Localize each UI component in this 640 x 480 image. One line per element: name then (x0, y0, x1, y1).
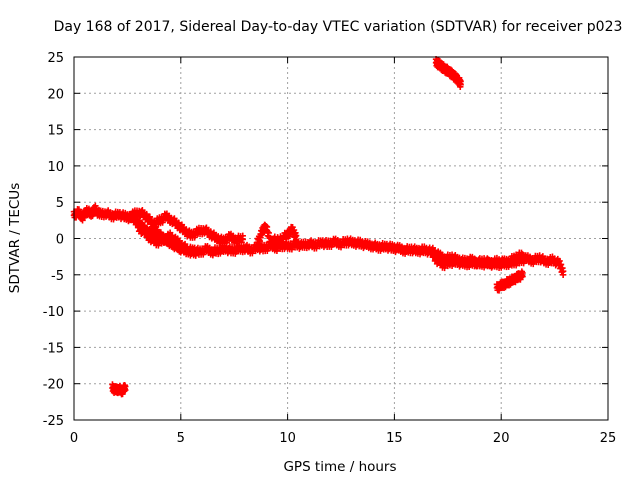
data-point (239, 236, 246, 243)
data-point (292, 235, 300, 243)
data-point (519, 254, 526, 262)
y-tick-label: -10 (43, 305, 64, 320)
series-upper-branch (124, 207, 246, 247)
series-low-segment-20h (493, 268, 526, 294)
y-axis-label: SDTVAR / TECUs (7, 183, 23, 293)
y-tick-label: -20 (43, 378, 64, 393)
y-tick-label: 0 (56, 233, 64, 248)
y-tick-label: 5 (56, 196, 64, 211)
x-axis-label: GPS time / hours (283, 459, 396, 475)
series-high-outlier-17-18h (432, 56, 464, 91)
series-lower-branch (134, 220, 199, 259)
plot-frame (73, 56, 609, 421)
y-tick-label: 10 (47, 160, 64, 175)
y-tick-label: 20 (47, 87, 64, 102)
y-tick-label: -5 (51, 269, 64, 284)
y-tick-label: -25 (43, 414, 64, 429)
data-point (457, 81, 464, 88)
data-point (122, 386, 129, 394)
x-tick-label: 5 (177, 431, 185, 446)
series-spikes-8-10h (254, 221, 300, 248)
data-point (519, 273, 526, 280)
x-tick-label: 15 (386, 431, 403, 446)
x-tick-label: 10 (279, 431, 296, 446)
x-tick-label: 25 (600, 431, 617, 446)
data-point (192, 252, 199, 259)
chart-title: Day 168 of 2017, Sidereal Day-to-day VTE… (54, 19, 623, 35)
x-tick-label: 0 (70, 431, 78, 446)
y-tick-label: -15 (43, 341, 64, 356)
series-upper-track-16-20h (429, 244, 526, 270)
series-low-outlier-2h (109, 381, 129, 398)
y-tick-label: 15 (47, 124, 64, 139)
y-tick-label: 25 (47, 51, 64, 66)
data-point (238, 239, 245, 246)
axes: 0 5 10 15 20 25 -25 -20 -15 -10 -5 0 5 10 15 20 25 (43, 51, 617, 446)
data-point (559, 271, 567, 278)
data-points (70, 56, 567, 398)
x-tick-label: 20 (493, 431, 510, 446)
